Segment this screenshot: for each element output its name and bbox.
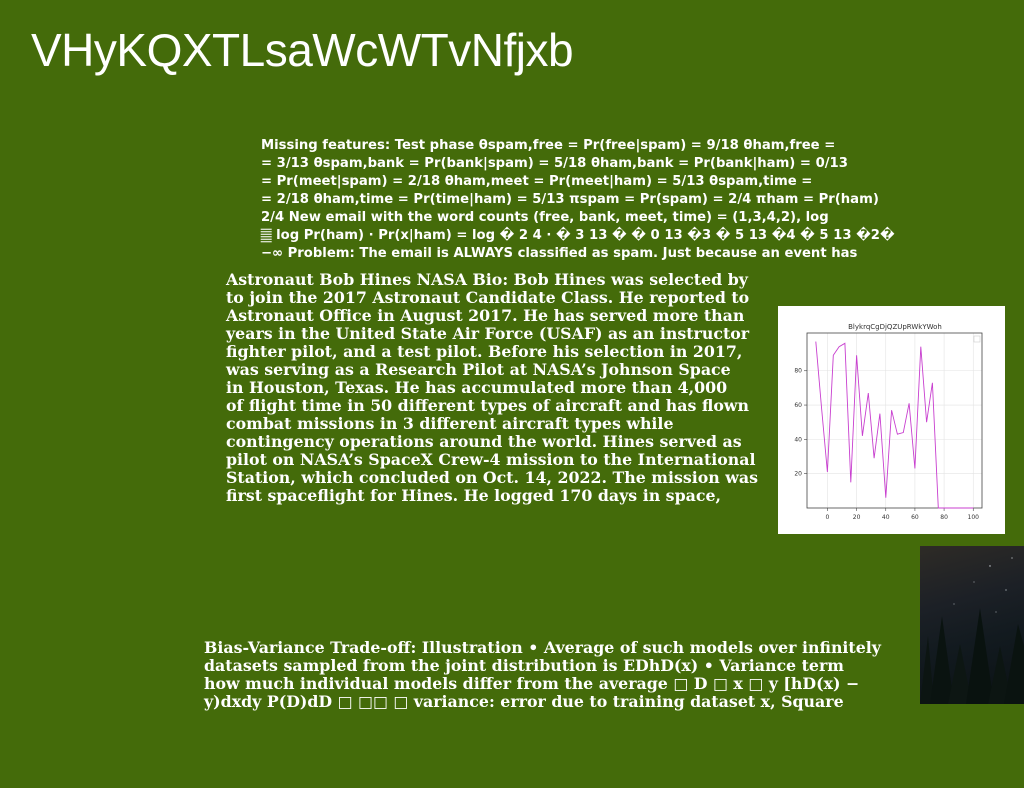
text-line: Astronaut Bob Hines NASA Bio: Bob Hines … (226, 270, 748, 289)
text-line: was serving as a Research Pilot at NASA’… (226, 360, 731, 379)
chart-series (815, 341, 974, 509)
text-block-bias-variance: Bias-Variance Trade-off: Illustration • … (204, 639, 904, 711)
plot-frame (806, 332, 983, 509)
legend-box (973, 335, 981, 343)
text-line: Astronaut Office in August 2017. He has … (226, 306, 745, 325)
text-line: = 2/18 θham,time = Pr(time|ham) = 5/13 π… (261, 192, 879, 207)
text-line: pilot on NASA’s SpaceX Crew-4 mission to… (226, 450, 756, 469)
text-line: Station, which concluded on Oct. 14, 202… (226, 468, 759, 487)
text-line: how much individual models differ from t… (204, 674, 860, 693)
text-line: datasets sampled from the joint distribu… (204, 656, 844, 675)
x-tick-label: 60 (911, 514, 919, 521)
y-tick-label: 40 (794, 436, 802, 443)
text-line: Bias-Variance Trade-off: Illustration • … (204, 638, 881, 657)
text-line: first spaceflight for Hines. He logged 1… (226, 486, 722, 505)
text-line: years in the United State Air Force (USA… (226, 324, 750, 343)
text-line: contingency operations around the world.… (226, 432, 742, 451)
text-line: in Houston, Texas. He has accumulated mo… (226, 378, 728, 397)
y-tick-label: 80 (794, 368, 802, 375)
series-line (815, 341, 974, 509)
night-sky-forest-photo (920, 546, 1024, 704)
text-line: −∞ Problem: The email is ALWAYS classifi… (261, 246, 858, 261)
text-line: of flight time in 50 different types of … (226, 396, 750, 415)
text-line: Missing features: Test phase θspam,free … (261, 138, 836, 153)
x-tick-label: 80 (940, 514, 948, 521)
photo-art (920, 557, 1024, 704)
text-block-naive-bayes: Missing features: Test phase θspam,free … (261, 137, 921, 263)
text-line: fighter pilot, and a test pilot. Before … (226, 342, 743, 361)
x-tick-label: 40 (882, 514, 890, 521)
chart-ticks: 20 40 60 80 0 20 40 60 80 100 (794, 368, 979, 521)
text-line: to join the 2017 Astronaut Candidate Cla… (226, 288, 750, 307)
text-line: = Pr(meet|spam) = 2/18 θham,meet = Pr(me… (261, 174, 813, 189)
y-tick-label: 20 (794, 471, 802, 478)
x-tick-label: 100 (968, 514, 980, 521)
line-chart: BlykrqCgDjQZUpRWkYWoh 20 40 60 80 0 20 40 60 80 1… (778, 306, 1005, 534)
text-line: 𝄛 log Pr(ham) · Pr(x|ham) = log � 2 4 · … (261, 228, 895, 243)
chart-canvas: BlykrqCgDjQZUpRWkYWoh 20 40 60 80 0 20 40 60 80 1… (794, 323, 983, 521)
text-line: y)dxdy P(D)dD □ □□ □ variance: error due… (204, 692, 844, 711)
y-tick-label: 60 (794, 402, 802, 409)
chart-title: BlykrqCgDjQZUpRWkYWoh (848, 323, 942, 331)
text-line: = 3/13 θspam,bank = Pr(bank|spam) = 5/18… (261, 156, 848, 171)
x-tick-label: 20 (853, 514, 861, 521)
x-tick-label: 0 (826, 514, 830, 521)
text-line: combat missions in 3 different aircraft … (226, 414, 674, 433)
page-title: VHyKQXTLsaWcWTvNfjxb (31, 24, 574, 76)
text-block-astronaut-bio: Astronaut Bob Hines NASA Bio: Bob Hines … (226, 271, 766, 505)
text-line: 2/4 New email with the word counts (free… (261, 210, 829, 225)
